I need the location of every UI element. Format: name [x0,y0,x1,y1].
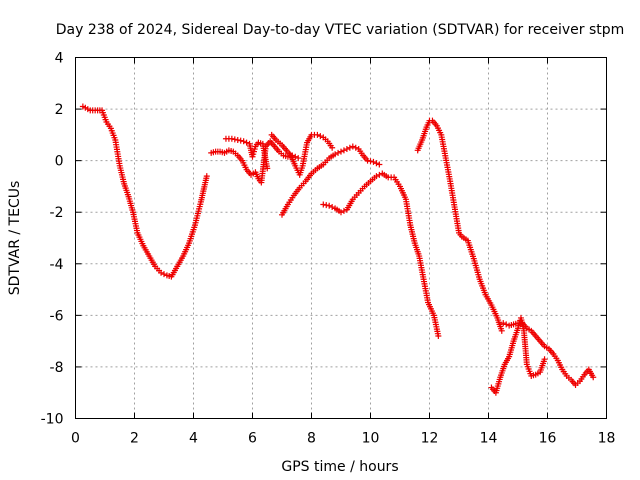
x-tick-label: 14 [480,431,498,447]
data-point [234,137,241,144]
y-tick-label: -10 [41,412,64,428]
series-trace-6 [320,170,442,339]
data-point [541,356,548,363]
x-tick-label: 8 [307,431,316,447]
data-point [338,209,344,216]
x-tick-label: 18 [598,431,616,447]
x-tick-label: 4 [189,431,198,447]
data-point-interp [367,158,374,165]
series-trace-7 [414,117,505,334]
x-tick-label: 6 [248,431,257,447]
data-point-interp [335,149,342,156]
data-point [500,320,507,327]
series-trace-5 [279,143,383,218]
y-tick-label: -2 [50,205,64,221]
data-point-interp [352,144,359,151]
data-point [314,131,321,138]
data-point [376,161,383,168]
data-point-interp [329,204,336,211]
data-point [264,165,271,172]
data-point [343,146,350,153]
data-point-interp [346,144,353,151]
data-point [332,151,339,158]
data-point-interp [161,271,167,278]
x-axis-label: GPS time / hours [281,459,398,475]
data-point [338,148,344,155]
data-point [326,202,333,209]
data-point-interp [317,133,324,140]
x-tick-label: 10 [362,431,380,447]
series-trace-9 [488,314,548,396]
plot-frame [75,57,607,419]
data-point [590,374,597,381]
y-tick-label: 4 [55,51,64,67]
y-tick-labels: -10 -8 -6 -4 -2 0 2 4 [41,51,64,428]
y-tick-label: 2 [55,102,64,118]
x-tick-label: 12 [421,431,439,447]
chart-title: Day 238 of 2024, Sidereal Day-to-day VTE… [56,22,625,38]
y-tick-label: 0 [55,154,64,170]
data-point-interp [323,202,330,209]
data-point-interp [373,160,380,167]
data-point-interp [231,136,238,143]
series-trace-4 [268,131,336,178]
data-point-interp [243,139,250,146]
data-point [498,327,505,334]
data-point [320,201,327,208]
data-point-interp [292,153,299,160]
data-point [373,173,380,180]
data-point-interp [503,321,510,328]
data-point [240,138,247,145]
series-trace-3 [222,135,271,172]
data-point [370,158,377,165]
data-point-interp [237,137,244,144]
y-tick-label: -6 [50,308,64,324]
data-point [329,144,336,151]
data-point [228,135,235,142]
data-point-interp [340,207,347,214]
x-tick-label: 16 [539,431,557,447]
series-trace-1 [79,103,210,280]
data-point [295,155,302,162]
y-tick-label: -4 [50,257,64,273]
data-point [349,143,356,150]
data-point [158,269,165,276]
data-points [79,103,597,396]
data-point [203,173,210,180]
x-tick-labels: 0 2 4 6 8 10 12 14 16 18 [71,431,615,447]
y-tick-label: -8 [50,360,64,376]
x-tick-label: 2 [130,431,139,447]
x-tick-label: 0 [71,431,80,447]
data-point [435,332,442,339]
y-axis-label: SDTVAR / TECUs [7,181,23,296]
data-point [364,157,371,164]
data-point-interp [340,147,347,154]
